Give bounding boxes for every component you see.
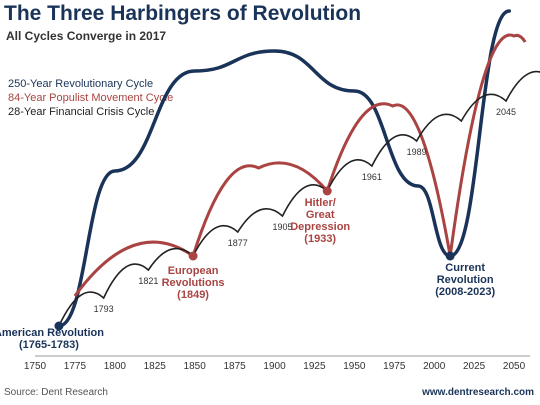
- event-annotation: (1849): [177, 289, 209, 301]
- event-annotation: Great: [306, 209, 335, 221]
- x-tick-label: 1825: [144, 361, 167, 372]
- x-tick-label: 2000: [423, 361, 446, 372]
- chart-subtitle: All Cycles Converge in 2017: [6, 29, 167, 43]
- source-note: Source: Dent Research: [4, 387, 108, 398]
- event-marker: [188, 251, 198, 261]
- event-annotation: (1933): [304, 233, 336, 245]
- event-marker: [322, 186, 332, 196]
- event-annotation: Depression: [290, 221, 350, 233]
- event-annotation: American Revolution: [0, 327, 104, 339]
- cycle-year-label: 1877: [228, 238, 248, 248]
- event-annotation: (2008-2023): [435, 286, 495, 298]
- series-revolutionary-cycle: [57, 9, 511, 328]
- cycle-year-label: 1961: [362, 172, 382, 182]
- legend-populist-cycle: 84-Year Populist Movement Cycle: [8, 92, 174, 104]
- event-annotation: Revolutions: [162, 277, 225, 289]
- cycle-year-label: 1793: [94, 304, 114, 314]
- legend-financial-crisis-cycle: 28-Year Financial Crisis Cycle: [8, 106, 155, 118]
- event-annotation: European: [168, 265, 219, 277]
- series-financial-crisis-cycle: [58, 70, 540, 327]
- legend-revolutionary-cycle: 250-Year Revolutionary Cycle: [8, 78, 154, 90]
- x-tick-label: 1750: [24, 361, 47, 372]
- event-annotation: Hitler/: [305, 197, 336, 209]
- x-tick-label: 1850: [184, 361, 207, 372]
- x-tick-label: 2025: [463, 361, 486, 372]
- event-annotation: Revolution: [437, 274, 494, 286]
- x-tick-label: 1775: [64, 361, 87, 372]
- cycle-year-label: 1989: [407, 147, 427, 157]
- cycle-year-label: 1821: [138, 276, 158, 286]
- cycle-year-label: 2045: [496, 107, 516, 117]
- x-tick-label: 1800: [104, 361, 127, 372]
- x-tick-label: 1975: [383, 361, 406, 372]
- x-tick-label: 2050: [503, 361, 526, 372]
- x-tick-label: 1950: [343, 361, 366, 372]
- x-tick-label: 1875: [223, 361, 246, 372]
- series-populist-cycle: [191, 33, 527, 257]
- event-annotation: Current: [445, 262, 485, 274]
- event-marker: [54, 321, 64, 331]
- x-tick-label: 1925: [303, 361, 326, 372]
- x-tick-label: 1900: [263, 361, 286, 372]
- website-link[interactable]: www.dentresearch.com: [422, 387, 534, 398]
- event-marker: [445, 251, 455, 261]
- cycle-year-label: 1905: [272, 222, 292, 232]
- event-annotation: (1765-1783): [19, 339, 79, 351]
- chart-title: The Three Harbingers of Revolution: [4, 2, 362, 25]
